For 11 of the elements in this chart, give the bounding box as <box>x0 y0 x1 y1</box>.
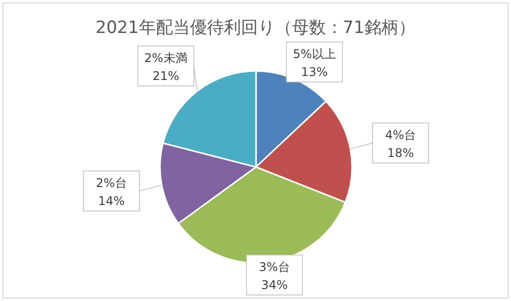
slice-label: 4%台 <box>385 128 416 142</box>
slice-label: 2%台 <box>96 176 127 190</box>
slice-label: 5%以上 <box>292 47 336 61</box>
data-label: 18% <box>387 146 414 160</box>
slice-label: 3%台 <box>258 260 290 274</box>
data-label: 21% <box>152 68 180 83</box>
data-label: 13% <box>301 65 328 79</box>
data-label: 34% <box>261 278 288 292</box>
slice-label: 2%未満 <box>144 50 188 65</box>
chart-title: 2021年配当優待利回り（母数：71銘柄） <box>96 18 416 38</box>
data-label: 14% <box>98 194 125 208</box>
